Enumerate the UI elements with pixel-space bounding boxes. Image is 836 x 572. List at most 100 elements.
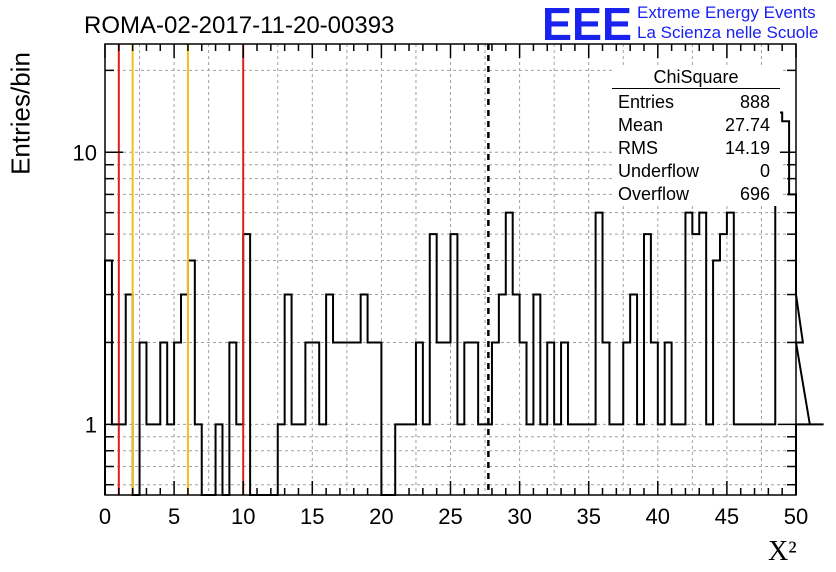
- stats-value: 888: [739, 92, 770, 112]
- histogram-bin: [153, 424, 160, 495]
- histogram-bin: [395, 424, 402, 495]
- histogram-bin: [326, 295, 333, 495]
- x-tick-label: 40: [646, 504, 670, 529]
- histogram-bin: [748, 424, 755, 495]
- histogram-bin: [499, 295, 506, 495]
- histogram-bin: [471, 342, 478, 495]
- histogram-bin: [761, 424, 768, 495]
- histogram-bin: [305, 342, 312, 495]
- histogram-bin: [140, 342, 147, 495]
- histogram-bin: [312, 342, 319, 495]
- stats-label: Overflow: [618, 184, 690, 204]
- x-tick-label: 15: [300, 504, 324, 529]
- histogram-bin: [354, 342, 361, 495]
- stats-box: ChiSquare Entries 888 Mean 27.74 RMS 14.19 …: [612, 66, 780, 206]
- histogram-bin: [298, 424, 305, 495]
- stats-label: RMS: [618, 138, 658, 158]
- x-tick-label: 25: [438, 504, 462, 529]
- histogram-bin: [478, 424, 485, 495]
- histogram-bin: [685, 213, 692, 495]
- histogram-bin: [444, 342, 451, 495]
- histogram-bin: [789, 194, 796, 495]
- brand-line-2: La Scienza nelle Scuole: [637, 23, 819, 42]
- histogram-bin: [216, 424, 223, 495]
- histogram-bin: [340, 342, 347, 495]
- histogram-bin: [409, 424, 416, 495]
- stats-value: 696: [739, 184, 770, 204]
- y-tick-label: 10: [73, 140, 97, 165]
- histogram-bin: [713, 261, 720, 495]
- histogram-bin: [554, 424, 561, 495]
- histogram-bin: [167, 424, 174, 495]
- x-tick-label: 0: [99, 504, 111, 529]
- stats-value: 27.74: [724, 115, 770, 135]
- y-tick-label: 1: [85, 412, 97, 437]
- histogram-bin: [160, 342, 167, 495]
- histogram-bin: [637, 424, 644, 495]
- histogram-bin: [672, 424, 679, 495]
- histogram-bin: [146, 424, 153, 495]
- histogram-bin: [243, 234, 250, 495]
- stats-row: Entries 888: [612, 91, 780, 114]
- histogram-outline: [104, 111, 824, 496]
- histogram-bin: [651, 342, 658, 495]
- stats-row: Overflow 696: [612, 183, 780, 206]
- histogram-bin: [513, 295, 520, 495]
- histogram-bin: [603, 342, 610, 495]
- histogram-bin: [374, 342, 381, 495]
- eee-logo: EEE: [542, 2, 632, 44]
- stats-label: Underflow: [618, 161, 700, 181]
- histogram-bin: [782, 121, 789, 495]
- histogram-bin: [492, 342, 499, 495]
- histogram-bin: [347, 342, 354, 495]
- x-tick-label: 45: [715, 504, 739, 529]
- x-tick-label: 35: [576, 504, 600, 529]
- histogram-bin: [229, 342, 236, 495]
- histogram-bin: [582, 424, 589, 495]
- histogram-bin: [416, 342, 423, 495]
- histogram-bin: [292, 424, 299, 495]
- histogram-bin: [368, 342, 375, 495]
- x-tick-label: 50: [784, 504, 808, 529]
- histogram-bin: [457, 424, 464, 495]
- histogram-bin: [547, 342, 554, 495]
- x-axis-label: X²: [768, 536, 797, 567]
- x-tick-label: 30: [507, 504, 531, 529]
- histogram-bin: [333, 342, 340, 495]
- histogram-bin: [430, 234, 437, 495]
- histogram-bin: [319, 424, 326, 495]
- x-tick-label: 20: [369, 504, 393, 529]
- histogram-bin: [464, 342, 471, 495]
- histogram-bin: [679, 424, 686, 495]
- stats-row: RMS 14.19: [612, 137, 780, 160]
- histogram-bin: [527, 424, 534, 495]
- histogram-bin: [589, 424, 596, 495]
- stats-value: 0: [759, 161, 770, 181]
- histogram-bin: [451, 234, 458, 495]
- histogram-bin: [568, 424, 575, 495]
- histogram-bin: [658, 424, 665, 495]
- y-axis-label: Entries/bin: [5, 52, 36, 175]
- histogram-bin: [520, 342, 527, 495]
- histogram-bin: [561, 342, 568, 495]
- histogram-bin: [119, 424, 126, 495]
- histogram-bin: [437, 342, 444, 495]
- histogram-bin: [755, 424, 762, 495]
- logo-text: EEE: [542, 2, 632, 44]
- chart-title: ROMA-02-2017-11-20-00393: [84, 12, 395, 39]
- stats-value: 14.19: [724, 138, 770, 158]
- histogram-bin: [540, 424, 547, 495]
- stats-label: Mean: [618, 115, 664, 135]
- histogram-bin: [181, 295, 188, 495]
- x-tick-label: 10: [231, 504, 255, 529]
- histogram-bin: [533, 295, 540, 495]
- histogram-bin: [741, 424, 748, 495]
- histogram-bin: [423, 424, 430, 495]
- x-tick-label: 5: [168, 504, 180, 529]
- histogram-bin: [727, 213, 734, 495]
- histogram-bin: [575, 424, 582, 495]
- histogram-bin: [692, 234, 699, 495]
- histogram-bin: [236, 424, 243, 495]
- histogram-bin: [126, 295, 133, 495]
